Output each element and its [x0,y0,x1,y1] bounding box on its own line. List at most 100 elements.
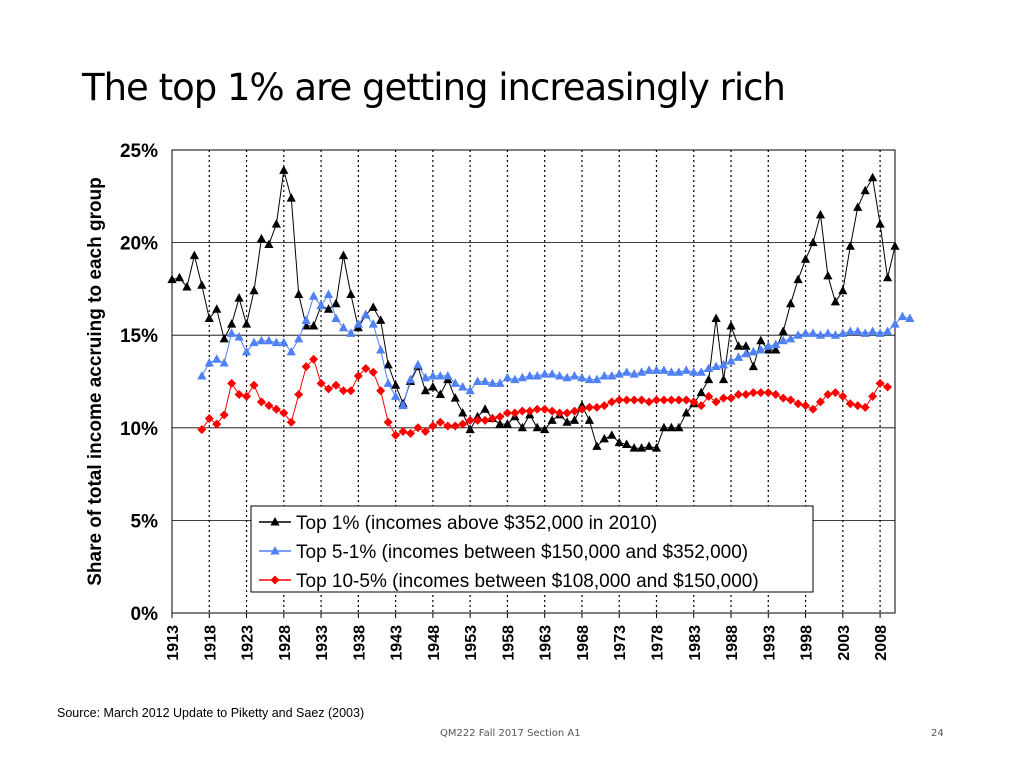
data-point [234,293,244,302]
axes: 0% 5% 10% 15% 20% 25% 1913 1918 1923 1928 1933 1938… [85,141,896,661]
page-number: 24 [931,728,944,739]
data-point [532,370,542,380]
data-point [801,401,811,411]
data-point [853,401,863,411]
data-point [808,328,818,337]
data-point [480,415,490,425]
data-point [845,326,855,335]
data-point [860,328,870,337]
data-point [607,430,617,439]
data-point [227,378,237,388]
data-point [428,382,438,391]
data-point [286,346,296,356]
x-tick-label: 1958 [500,625,517,661]
data-point [204,357,214,367]
data-point [465,385,475,395]
data-point [450,421,460,431]
data-point [562,408,572,418]
data-point [681,407,691,417]
data-point [405,374,416,384]
data-point [793,274,803,284]
data-point [786,298,796,308]
data-point [622,395,632,405]
data-point [465,415,475,425]
data-point [398,427,408,437]
data-point [450,393,460,402]
data-point [510,408,520,418]
data-point [420,385,431,395]
data-point [465,424,475,434]
data-point [212,304,222,313]
data-point [234,389,244,399]
data-point [472,376,483,385]
legend-marker [270,517,280,526]
data-point [286,193,296,202]
data-point [890,241,900,250]
data-point [644,441,654,450]
data-point [815,330,826,339]
data-point [890,319,900,328]
data-point [406,428,416,438]
data-point [309,354,319,364]
data-point [763,388,773,398]
data-point [294,289,304,298]
data-point [376,386,386,396]
data-point [875,219,885,228]
data-point [458,407,468,417]
data-point [495,412,505,422]
data-point [428,370,438,380]
data-point [473,415,483,425]
data-point [666,367,676,376]
data-point [882,272,893,282]
data-point [256,335,267,345]
data-point [323,289,334,298]
data-point [167,274,177,284]
data-point [219,410,229,420]
data-point [741,389,751,399]
y-tick-label: 25% [120,141,158,162]
data-point [584,415,595,424]
data-point [174,272,185,282]
data-point [651,365,662,374]
data-point [219,333,229,343]
series-2 [197,354,893,440]
data-point [443,421,453,431]
data-point [733,389,743,399]
data-point [793,399,803,409]
data-point [637,395,647,405]
data-point [547,406,557,416]
legend: Top 1% (incomes above $352,000 in 2010) T… [250,505,814,593]
data-point [823,328,833,337]
data-point [480,376,490,385]
income-share-chart: 0% 5% 10% 15% 20% 25% 1913 1918 1923 1928 1933 1938… [85,141,915,661]
y-tick-label: 20% [120,234,158,255]
data-point [838,328,848,337]
data-point [771,345,781,354]
legend-marker [270,546,280,555]
data-point [659,422,669,432]
data-point [413,423,423,433]
data-point [815,209,826,219]
data-point [800,328,811,337]
data-point [651,443,662,452]
data-point [636,367,647,376]
y-tick-label: 5% [131,511,159,532]
data-point [398,400,408,410]
data-point [905,313,915,323]
y-tick-label: 10% [120,419,158,440]
data-point [622,367,632,376]
data-point [502,372,513,382]
data-point [592,374,602,384]
series-line [171,170,896,449]
data-point [368,319,378,328]
data-point [808,404,818,414]
data-point [696,367,706,376]
data-point [361,364,371,374]
data-point [413,359,423,369]
data-point [301,362,311,372]
data-point [614,395,624,405]
data-point [704,363,714,373]
data-point [361,309,371,319]
data-point [346,386,356,396]
data-point [778,393,788,403]
